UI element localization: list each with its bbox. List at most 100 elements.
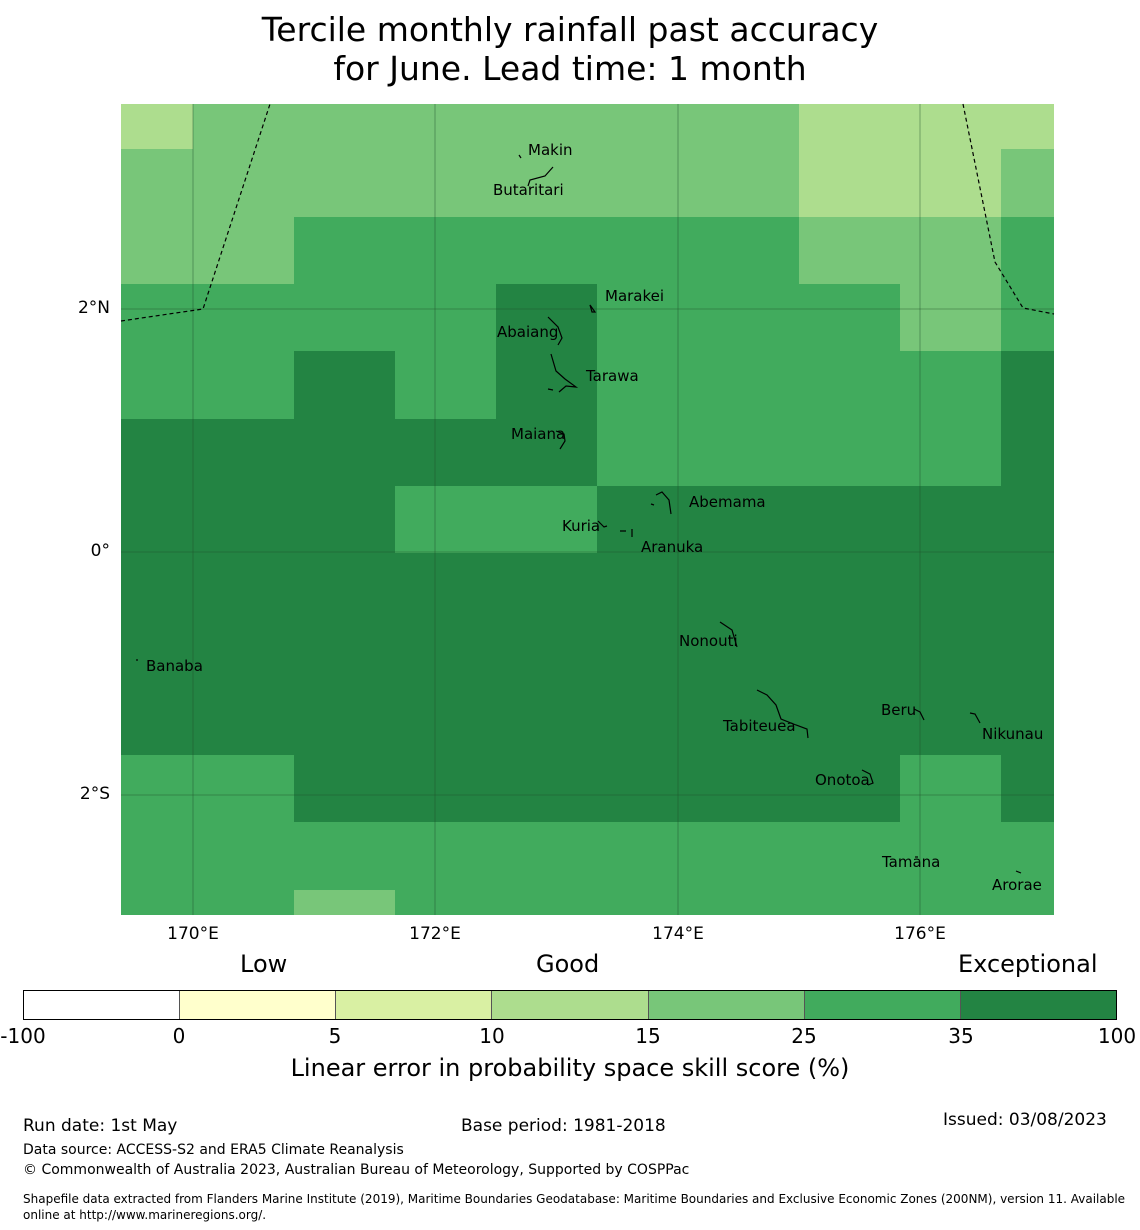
island-label-butaritari: Butaritari (493, 181, 564, 199)
skill-cell (121, 284, 193, 351)
skill-cell (1001, 351, 1054, 419)
run-date: Run date: 1st May (23, 1116, 178, 1136)
island-label-abaiang: Abaiang (497, 323, 558, 341)
skill-cell (294, 419, 395, 486)
skill-cell (496, 755, 597, 822)
skill-cell (900, 217, 1001, 284)
skill-cell (395, 284, 496, 351)
skill-cell (698, 553, 799, 620)
skill-cell (496, 486, 597, 553)
skill-cell (1001, 217, 1054, 284)
colorbar-tick: 100 (1097, 1024, 1137, 1048)
island-shape-abemama (655, 491, 672, 515)
copyright: © Commonwealth of Australia 2023, Austra… (23, 1162, 690, 1178)
skill-cell (597, 553, 698, 620)
skill-cell (698, 104, 799, 149)
skill-cell (900, 553, 1001, 620)
colorbar-tick: 10 (479, 1024, 505, 1048)
island-label-maiana: Maiana (511, 425, 565, 443)
island-label-tamana: Tamana (881, 853, 940, 871)
colorbar-label: Linear error in probability space skill … (290, 1054, 850, 1082)
skill-cell (193, 755, 294, 822)
skill-cell (1001, 890, 1054, 915)
skill-cell (294, 553, 395, 620)
colorbar-category-low: Low (240, 950, 288, 978)
skill-cell (900, 620, 1001, 688)
shapefile-credit: Shapefile data extracted from Flanders M… (23, 1192, 1126, 1222)
skill-cell (597, 890, 698, 915)
island-shape-nonouti (719, 621, 738, 648)
skill-cell (496, 217, 597, 284)
skill-cell (121, 419, 193, 486)
island-shape-maiana (555, 430, 566, 450)
skill-cell (1001, 284, 1054, 351)
skill-cell (193, 284, 294, 351)
skill-cell (294, 351, 395, 419)
base-period: Base period: 1981-2018 (461, 1116, 666, 1136)
skill-cell (799, 890, 900, 915)
island-label-tabiteuea: Tabiteuea (722, 717, 796, 735)
skill-cell (597, 486, 698, 553)
skill-cell (496, 104, 597, 149)
skill-cell (395, 822, 496, 890)
data-source: Data source: ACCESS-S2 and ERA5 Climate … (23, 1142, 404, 1158)
skill-cell (799, 217, 900, 284)
skill-cell (799, 104, 900, 149)
island-shape-makin (518, 154, 522, 159)
colorbar-segment (648, 991, 805, 1019)
skill-cell (294, 688, 395, 755)
skill-cell (1001, 104, 1054, 149)
skill-cell (698, 419, 799, 486)
island-shape-tarawa-2 (547, 388, 554, 391)
skill-cell (1001, 553, 1054, 620)
skill-cell (597, 104, 698, 149)
lon-label-170e: 170°E (167, 924, 219, 944)
skill-cell (597, 419, 698, 486)
island-shape-arorae (1015, 870, 1022, 874)
skill-cell (900, 822, 1001, 890)
skill-cell (496, 620, 597, 688)
skill-cell (1001, 149, 1054, 217)
skill-cell (496, 284, 597, 351)
skill-cell (294, 284, 395, 351)
skill-cell (496, 351, 597, 419)
skill-cell (1001, 620, 1054, 688)
title-line-1: Tercile monthly rainfall past accuracy (261, 10, 879, 49)
island-shape-marakei (589, 304, 597, 313)
skill-cell (395, 688, 496, 755)
skill-cell (193, 149, 294, 217)
island-shape-abaiang (547, 316, 563, 346)
skill-cell (121, 149, 193, 217)
lon-label-172e: 172°E (409, 924, 461, 944)
skill-cell (193, 890, 294, 915)
skill-cell (597, 217, 698, 284)
colorbar-segment (804, 991, 961, 1019)
skill-cell (799, 755, 900, 822)
skill-cell (698, 688, 799, 755)
skill-cell (597, 822, 698, 890)
map-canvas: Makin Butaritari Marakei Abaiang Tarawa … (120, 103, 1055, 915)
skill-cell (121, 620, 193, 688)
island-label-arorae: Arorae (992, 876, 1042, 894)
skill-cell (698, 149, 799, 217)
island-shape-butaritari (527, 166, 554, 187)
colorbar-tick: 35 (948, 1024, 974, 1048)
skill-cell (395, 351, 496, 419)
skill-cell (597, 351, 698, 419)
skill-cell (193, 620, 294, 688)
island-label-kuria: Kuria (562, 517, 600, 535)
skill-cell (395, 149, 496, 217)
chart-title: Tercile monthly rainfall past accuracy f… (0, 10, 1140, 88)
colorbar-segment (24, 991, 181, 1019)
lat-label-0: 0° (90, 541, 110, 561)
title-line-2: for June. Lead time: 1 month (333, 49, 807, 88)
island-shape-nikunau (969, 712, 981, 724)
skill-cell (900, 149, 1001, 217)
skill-cell (698, 755, 799, 822)
skill-cell (698, 620, 799, 688)
colorbar-segment (492, 991, 649, 1019)
skill-cell (799, 351, 900, 419)
skill-cell (799, 149, 900, 217)
skill-cell (395, 755, 496, 822)
skill-cell (799, 620, 900, 688)
